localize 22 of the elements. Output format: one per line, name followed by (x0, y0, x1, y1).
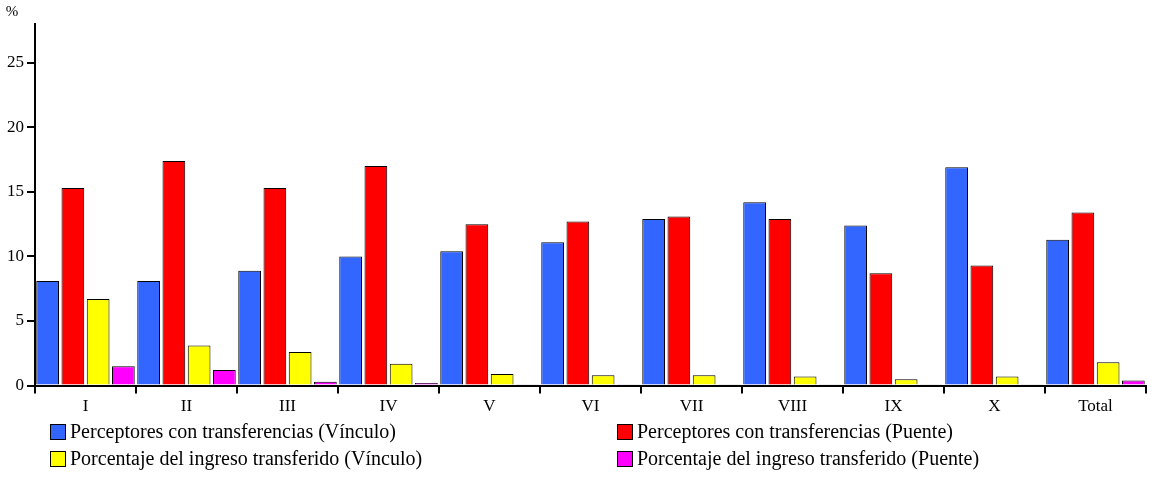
x-tick-label: IX (884, 396, 903, 416)
legend-label: Perceptores con transferencias (Puente) (637, 420, 953, 443)
y-tick-label: 20 (7, 116, 24, 136)
legend-label: Perceptores con transferencias (Vínculo) (70, 420, 396, 443)
x-tick-label: VIII (777, 396, 808, 416)
y-tick-label: 10 (7, 245, 24, 265)
legend-label: Porcentaje del ingreso transferido (Puente) (637, 447, 980, 470)
x-tick-label: II (180, 396, 193, 416)
y-tick-label: 25 (7, 52, 24, 72)
x-tick-label: Total (1078, 396, 1114, 416)
y-tick-label: 5 (15, 310, 24, 330)
legend-label: Porcentaje del ingreso transferido (Vínculo) (70, 447, 423, 470)
x-tick-label: VII (679, 396, 704, 416)
x-tick-label: V (483, 396, 497, 416)
x-tick-label: X (988, 396, 1001, 416)
y-axis-title: % (5, 3, 19, 20)
x-tick-label: III (279, 396, 297, 416)
x-tick-label: VI (581, 396, 600, 416)
x-tick-label: IV (379, 396, 399, 416)
y-tick-label: 0 (15, 375, 24, 395)
y-tick-label: 15 (7, 181, 24, 201)
x-tick-label: I (82, 396, 89, 416)
